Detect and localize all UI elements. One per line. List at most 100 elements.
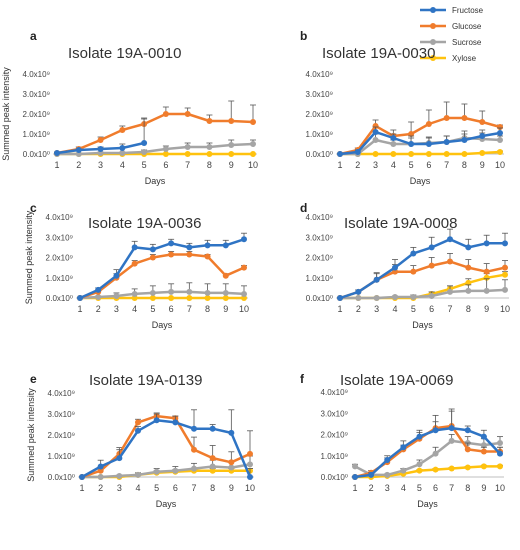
data-point <box>228 464 235 471</box>
y-tick-label: 4.0x10⁹ <box>306 70 333 79</box>
x-tick-label: 7 <box>449 483 454 493</box>
data-point <box>168 251 175 258</box>
data-point <box>464 427 471 434</box>
x-tick-label: 10 <box>495 160 505 170</box>
data-point <box>465 264 472 271</box>
series-line <box>340 288 506 300</box>
data-point <box>465 287 472 294</box>
data-point <box>250 151 256 157</box>
data-point <box>95 293 102 300</box>
x-tick-label: 1 <box>352 483 357 493</box>
y-tick-label: 3.0x10⁹ <box>306 233 333 242</box>
series-line <box>57 142 254 156</box>
series-line <box>339 130 501 156</box>
data-point <box>153 468 160 475</box>
x-tick-label: 2 <box>98 483 103 493</box>
panel-title: Isolate 19A-0036 <box>88 215 201 232</box>
legend-marker-xylose <box>430 55 436 61</box>
series-line <box>339 116 501 156</box>
data-point <box>372 123 379 129</box>
data-point <box>428 244 435 251</box>
data-point <box>425 121 432 127</box>
data-point <box>461 151 468 157</box>
data-point <box>168 295 175 301</box>
x-axis-label: Days <box>412 320 433 330</box>
x-tick-label: 3 <box>385 483 390 493</box>
x-tick-label: 6 <box>173 483 178 493</box>
legend: Fructose Glucose Sucrose Xylose <box>420 6 484 63</box>
data-point <box>97 474 104 480</box>
data-point <box>191 465 197 472</box>
data-point <box>416 461 423 468</box>
series-line <box>56 112 254 155</box>
data-point <box>206 151 213 157</box>
y-tick-label: 3.0x10⁹ <box>321 409 348 418</box>
data-point <box>443 151 450 157</box>
y-tick-label: 0.0x10⁰ <box>306 294 333 303</box>
series-fructose <box>352 410 503 480</box>
x-axis-label: Days <box>417 499 438 509</box>
x-tick-label: 6 <box>169 304 174 314</box>
x-tick-label: 3 <box>114 304 119 314</box>
x-tick-label: 5 <box>142 160 147 170</box>
data-point <box>191 425 197 432</box>
x-tick-label: 1 <box>337 304 342 314</box>
data-point <box>483 268 490 275</box>
data-point <box>119 145 126 151</box>
series-line <box>79 238 245 300</box>
data-point <box>408 131 415 137</box>
data-point <box>432 450 439 457</box>
series-fructose <box>79 409 253 480</box>
x-tick-label: 6 <box>429 304 434 314</box>
legend-label-sucrose: Sucrose <box>452 38 482 47</box>
data-point <box>116 455 123 462</box>
legend-marker-fructose <box>430 7 436 13</box>
data-point <box>392 293 398 300</box>
x-axis-label: Days <box>156 499 177 509</box>
data-point <box>77 295 83 301</box>
series-fructose <box>54 118 148 156</box>
data-point <box>373 276 380 283</box>
panel-letter: a <box>30 29 37 43</box>
legend-label-xylose: Xylose <box>452 54 477 63</box>
data-point <box>479 133 486 139</box>
data-point <box>373 295 380 301</box>
x-tick-label: 8 <box>462 160 467 170</box>
x-tick-label: 1 <box>337 160 342 170</box>
data-point <box>502 286 508 293</box>
panel-letter: e <box>30 372 37 386</box>
x-tick-label: 5 <box>411 304 416 314</box>
data-point <box>443 115 450 121</box>
data-point <box>428 262 435 269</box>
data-point <box>355 295 362 301</box>
data-point <box>119 127 126 133</box>
x-tick-label: 6 <box>163 160 168 170</box>
data-point <box>480 463 487 470</box>
data-point <box>113 292 120 299</box>
series-line <box>339 238 505 300</box>
x-tick-label: 3 <box>373 160 378 170</box>
x-tick-label: 5 <box>154 483 159 493</box>
panel-title: Isolate 19A-0030 <box>322 45 435 62</box>
data-point <box>168 288 175 295</box>
panel-a: a Isolate 19A-0010 0.0x10⁰ 1.0x10⁹ 2.0x10⁹ 3.… <box>1 29 258 186</box>
y-tick-label: 0.0x10⁰ <box>46 294 73 303</box>
data-point <box>497 450 503 457</box>
x-tick-label: 8 <box>466 304 471 314</box>
x-tick-label: 7 <box>185 160 190 170</box>
data-point <box>355 288 362 295</box>
series-sucrose <box>54 139 256 157</box>
y-tick-label: 3.0x10⁹ <box>23 90 50 99</box>
y-tick-label: 0.0x10⁰ <box>321 473 348 482</box>
data-point <box>95 286 102 293</box>
data-point <box>479 119 486 125</box>
data-point <box>461 137 468 143</box>
data-point <box>464 446 471 453</box>
x-tick-label: 9 <box>484 304 489 314</box>
data-point <box>141 140 148 146</box>
x-tick-label: 4 <box>391 160 396 170</box>
legend-marker-glucose <box>430 23 436 29</box>
data-point <box>131 244 138 251</box>
y-tick-label: 2.0x10⁹ <box>306 254 333 263</box>
